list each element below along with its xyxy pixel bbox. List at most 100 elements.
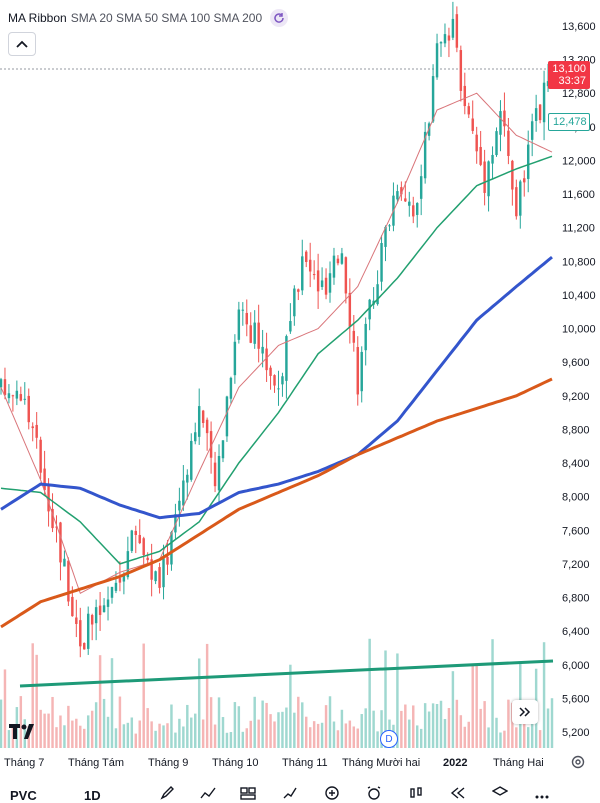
y-tick-label: 6,400 xyxy=(562,626,590,638)
candle-body xyxy=(328,273,332,293)
candle-body xyxy=(471,118,474,131)
volume-bar xyxy=(356,728,359,748)
indicator-legend[interactable]: MA Ribbon SMA 20 SMA 50 SMA 100 SMA 200 xyxy=(8,9,289,27)
volume-bar xyxy=(31,643,34,748)
volume-bar xyxy=(130,717,134,748)
volume-bar xyxy=(273,721,276,748)
x-tick-label: Tháng Mười hai xyxy=(342,757,420,769)
candle-body xyxy=(51,508,54,529)
candle-body xyxy=(86,613,90,649)
interval-button[interactable]: 1D xyxy=(84,788,101,803)
volume-bar xyxy=(217,697,221,748)
candle-body xyxy=(146,557,149,561)
candle-body xyxy=(229,377,233,399)
volume-bar xyxy=(205,643,209,748)
volume-bar xyxy=(344,723,348,748)
volume-bar xyxy=(336,730,340,748)
time-axis[interactable]: Tháng 7 Tháng Tám Tháng 9 Tháng 10 Tháng 11 T… xyxy=(4,757,544,769)
gear-icon[interactable] xyxy=(570,754,586,770)
volume-bar xyxy=(277,712,280,748)
candle-body xyxy=(67,560,70,602)
alarm-icon[interactable] xyxy=(366,786,382,800)
candle-body xyxy=(249,325,252,343)
candle-body xyxy=(23,398,27,400)
volume-bar xyxy=(285,707,288,748)
volume-bar xyxy=(79,725,82,748)
volume-bar xyxy=(352,726,356,748)
candle-body xyxy=(114,582,118,591)
candle-body xyxy=(186,474,189,483)
candle-body xyxy=(269,367,272,376)
volume-bar xyxy=(194,713,197,748)
volume-bar xyxy=(471,665,474,748)
crosshair-icon[interactable] xyxy=(282,786,298,800)
y-tick-label: 7,200 xyxy=(562,559,590,571)
tradingview-logo[interactable] xyxy=(8,721,40,741)
candle-body xyxy=(503,110,506,127)
volume-bar xyxy=(376,731,379,748)
volume-bar xyxy=(415,725,419,748)
layers-icon[interactable] xyxy=(492,786,508,800)
y-tick-label: 11,200 xyxy=(562,223,595,235)
volume-bar xyxy=(324,705,328,748)
candle-body xyxy=(7,393,11,399)
candle-body xyxy=(122,575,126,582)
refresh-icon[interactable] xyxy=(270,9,289,27)
candles-icon[interactable] xyxy=(408,786,424,800)
candle-body xyxy=(11,395,15,397)
scroll-to-realtime-button[interactable] xyxy=(512,700,538,724)
volume-bar xyxy=(126,722,130,748)
trend-icon[interactable] xyxy=(200,786,216,800)
candle-body xyxy=(368,299,371,320)
candle-body xyxy=(495,131,498,156)
layout-icon[interactable] xyxy=(240,786,256,800)
price-axis[interactable]: 13,60013,20012,80012,40012,00011,60011,2… xyxy=(562,21,596,739)
x-tick-label: Tháng 11 xyxy=(282,757,328,769)
volume-bar xyxy=(455,699,459,748)
volume-trendline[interactable] xyxy=(19,659,554,688)
indicator-name: MA Ribbon xyxy=(8,11,67,25)
volume-bar xyxy=(507,699,510,748)
x-tick-label: Tháng 10 xyxy=(212,757,258,769)
y-tick-label: 7,600 xyxy=(562,525,590,537)
candle-body xyxy=(221,440,225,459)
volume-bar xyxy=(241,731,245,748)
candle-body xyxy=(194,432,197,442)
dividend-badge[interactable]: D xyxy=(380,730,398,748)
candle-body xyxy=(388,225,391,227)
volume-bar xyxy=(94,702,98,748)
rewind-icon[interactable] xyxy=(450,786,466,800)
sma-line-1 xyxy=(0,92,553,595)
candle-body xyxy=(110,586,114,598)
volume-bar xyxy=(435,703,439,748)
candle-body xyxy=(320,280,324,287)
volume-bar xyxy=(261,700,264,748)
volume-bar xyxy=(237,706,241,748)
candle-body xyxy=(499,111,502,135)
candle-body xyxy=(277,388,280,390)
ma-value-tag: 12,478 xyxy=(548,113,590,131)
volume-bars xyxy=(0,638,554,748)
candle-body xyxy=(245,312,248,325)
plus-icon[interactable] xyxy=(324,786,340,800)
volume-bar xyxy=(348,720,352,748)
sma-line-4 xyxy=(0,377,553,629)
volume-bar xyxy=(384,650,387,748)
volume-bar xyxy=(134,733,138,748)
candle-body xyxy=(431,76,435,122)
candle-body xyxy=(142,538,145,556)
sma-line-2 xyxy=(0,155,553,565)
candle-body xyxy=(301,256,304,291)
candle-body xyxy=(0,379,3,388)
pencil-icon[interactable] xyxy=(160,786,176,800)
collapse-legend-button[interactable] xyxy=(8,32,36,56)
volume-bar xyxy=(253,696,256,748)
volume-bar xyxy=(170,704,173,748)
symbol-button[interactable]: PVC xyxy=(10,788,37,803)
candle-body xyxy=(475,134,478,152)
more-icon[interactable] xyxy=(534,786,550,800)
volume-bar xyxy=(55,727,58,748)
candle-body xyxy=(507,130,510,156)
candle-body xyxy=(285,336,288,381)
